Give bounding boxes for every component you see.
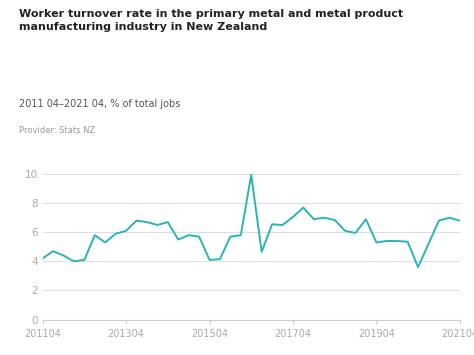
Text: 2011 04–2021 04, % of total jobs: 2011 04–2021 04, % of total jobs [19,99,180,109]
Text: Worker turnover rate in the primary metal and metal product
manufacturing indust: Worker turnover rate in the primary meta… [19,9,403,32]
Text: Provider: Stats NZ: Provider: Stats NZ [19,126,95,135]
Text: figure.nz: figure.nz [367,17,434,31]
